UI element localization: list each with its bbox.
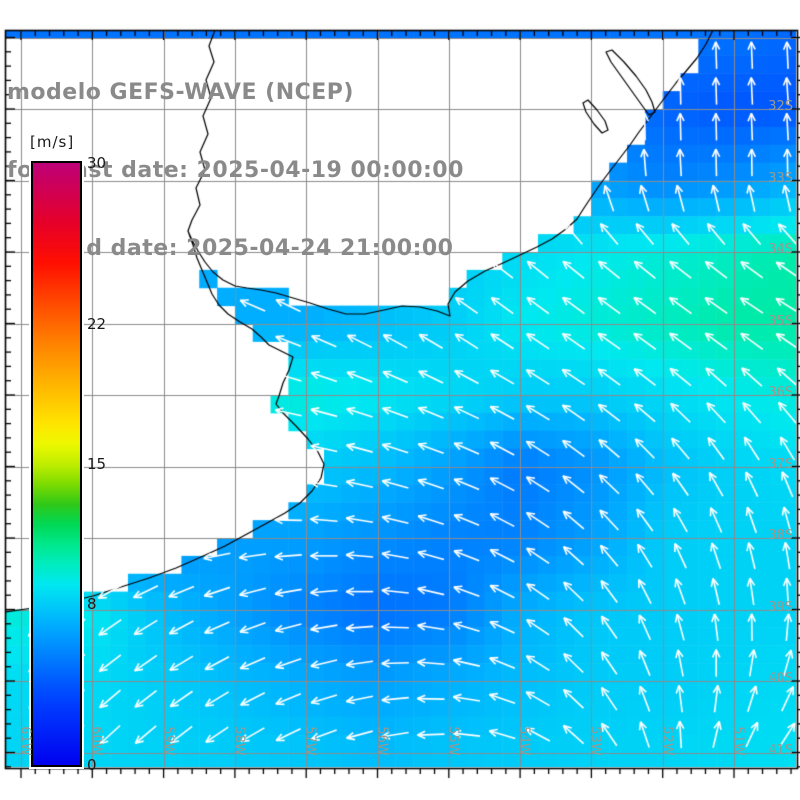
lon-label-61w: 61W — [17, 726, 33, 756]
lat-label-34s: 34S — [768, 242, 793, 257]
lon-label-52w: 52W — [659, 726, 675, 756]
lat-label-38s: 38S — [768, 528, 793, 543]
lon-label-59w: 59W — [160, 726, 176, 756]
lon-label-55w: 55W — [445, 726, 461, 756]
colorbar-unit-label: [m/s] — [30, 133, 75, 151]
colorbar — [29, 159, 84, 769]
lat-label-40s: 40S — [768, 671, 793, 686]
lat-label-33s: 33S — [768, 170, 793, 186]
lon-label-51w: 51W — [730, 726, 746, 756]
colorbar-tick-22: 22 — [87, 314, 107, 333]
lat-label-32s: 32S — [768, 99, 793, 114]
lon-label-54w: 54W — [516, 726, 532, 756]
lat-label-39s: 39S — [768, 599, 793, 615]
colorbar-tick-8: 8 — [87, 595, 97, 614]
colorbar-tick-0: 0 — [87, 756, 97, 774]
lat-label-35s: 35S — [768, 313, 793, 329]
colorbar-gradient — [31, 161, 82, 767]
lat-label-36s: 36S — [768, 385, 793, 400]
lat-label-37s: 37S — [768, 456, 793, 472]
lon-label-60w: 60W — [88, 726, 104, 756]
lon-label-56w: 56W — [374, 726, 389, 756]
model-title: modelo GEFS-WAVE (NCEP) — [7, 80, 354, 105]
colorbar-tick-30: 30 — [87, 154, 107, 172]
lon-label-57w: 57W — [302, 726, 318, 756]
lon-label-53w: 53W — [587, 726, 603, 756]
lon-label-58w: 58W — [231, 726, 247, 756]
colorbar-tick-15: 15 — [87, 455, 107, 473]
lat-label-41s: 41S — [768, 742, 793, 758]
